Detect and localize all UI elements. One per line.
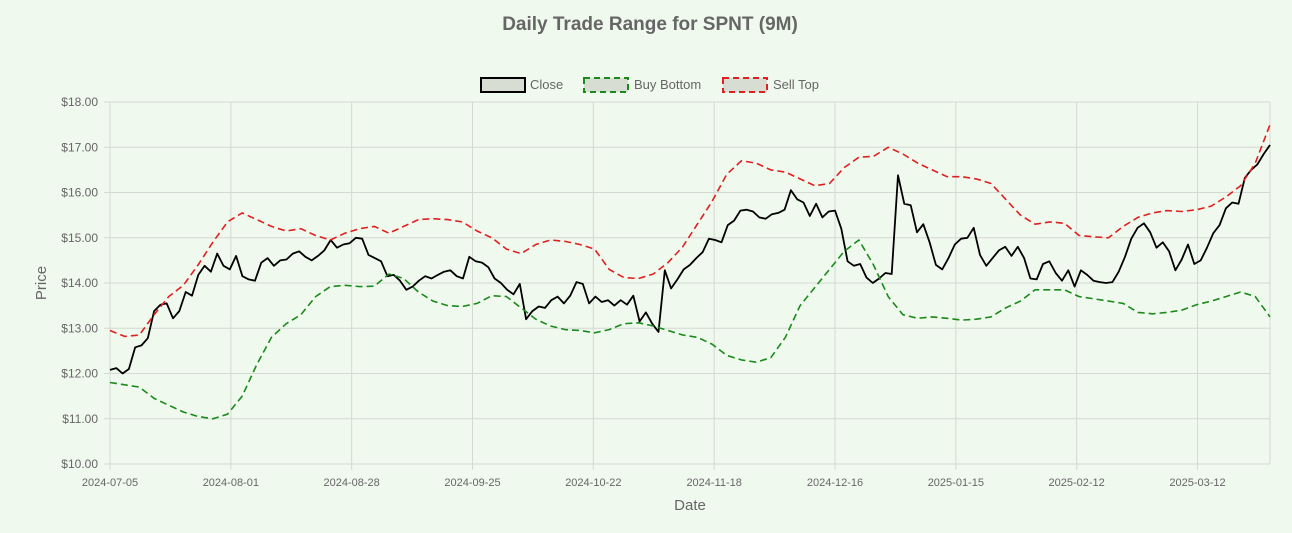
x-tick-label: 2024-09-25 (444, 477, 500, 489)
series-line-buy-bottom (109, 239, 1271, 420)
legend-item-buy-bottom[interactable]: Buy Bottom (583, 77, 701, 93)
y-tick-label: $17.00 (61, 140, 98, 154)
legend[interactable]: Close Buy Bottom Sell Top (480, 77, 819, 93)
y-axis: $10.00 $11.00 $12.00 $13.00 $14.00 $15.00 $16.… (61, 95, 98, 471)
legend-item-sell-top[interactable]: Sell Top (722, 77, 819, 93)
legend-label-sell-top: Sell Top (773, 77, 819, 92)
x-tick-label: 2025-02-12 (1049, 477, 1105, 489)
x-tick-label: 2025-01-15 (928, 477, 984, 489)
x-tick-label: 2024-07-05 (82, 477, 138, 489)
x-tick-label: 2024-08-01 (203, 477, 259, 489)
legend-swatch-close (480, 77, 526, 93)
y-tick-label: $11.00 (62, 412, 98, 426)
y-tick-label: $15.00 (61, 231, 98, 245)
x-tick-label: 2024-12-16 (807, 477, 863, 489)
series-lines (109, 124, 1271, 420)
x-axis-label: Date (674, 497, 706, 514)
chart-title: Daily Trade Range for SPNT (9M) (502, 14, 798, 35)
y-tick-label: $14.00 (61, 276, 98, 290)
x-tick-label: 2024-11-18 (686, 477, 741, 489)
x-tick-label: 2025-03-12 (1169, 477, 1225, 489)
legend-item-close[interactable]: Close (480, 77, 563, 93)
legend-swatch-buy-bottom (583, 77, 629, 93)
y-tick-label: $18.00 (61, 95, 98, 109)
x-tick-label: 2024-10-22 (565, 477, 621, 489)
y-tick-label: $12.00 (61, 367, 98, 381)
y-axis-label: Price (33, 266, 50, 300)
grid (104, 101, 1271, 470)
series-line-sell-top (109, 124, 1271, 338)
series-line-close (109, 144, 1271, 375)
y-tick-label: $10.00 (61, 457, 98, 471)
x-tick-label: 2024-08-28 (324, 477, 380, 489)
legend-swatch-sell-top (722, 77, 768, 93)
x-axis: 2024-07-05 2024-08-01 2024-08-28 2024-09-25… (82, 477, 1226, 489)
legend-label-close: Close (530, 77, 563, 92)
y-tick-label: $13.00 (61, 321, 98, 335)
y-tick-label: $16.00 (61, 186, 98, 200)
legend-label-buy-bottom: Buy Bottom (634, 77, 701, 92)
